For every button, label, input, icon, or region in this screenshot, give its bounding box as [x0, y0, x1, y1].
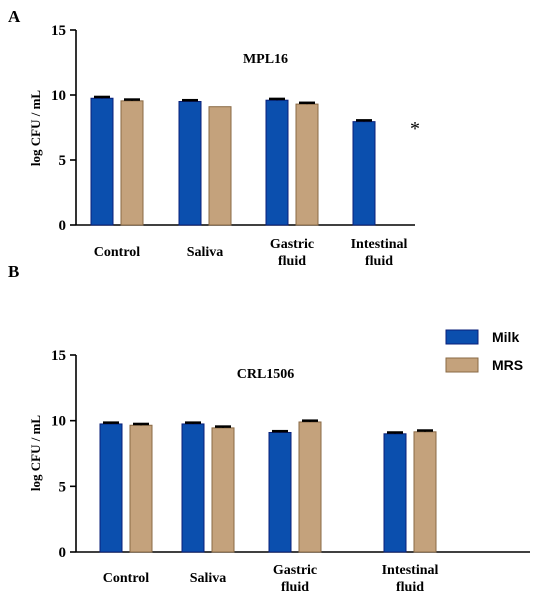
legend-swatch	[445, 329, 479, 345]
x-tick-label-line: Intestinal	[351, 237, 408, 252]
bar-mrs-0	[120, 100, 144, 226]
chart-panel-a: A MPL16 log CFU / mL 0 5 10 15 Control Saliva Gas…	[8, 7, 420, 269]
y-axis-label: log CFU / mL	[28, 415, 43, 492]
x-tick-label: Saliva	[187, 245, 224, 260]
bar-mrs-2	[295, 103, 319, 226]
x-tick-label: Gastric fluid	[270, 237, 314, 269]
legend-label: Milk	[492, 329, 519, 345]
bar-mrs-1	[208, 106, 232, 226]
x-tick-label: Intestinal fluid	[351, 237, 408, 269]
bar-mrs-2	[298, 421, 322, 553]
x-tick-label-line: Gastric	[273, 563, 317, 578]
x-tick-label-line: fluid	[365, 254, 393, 269]
significance-marker: *	[410, 118, 420, 140]
y-tick-label: 10	[51, 88, 66, 104]
bar-milk-2	[268, 431, 292, 553]
bar-milk-0	[99, 423, 123, 553]
x-tick-label: Saliva	[190, 571, 227, 586]
bar-milk-2	[265, 99, 289, 226]
x-tick-label-line: Saliva	[190, 571, 227, 586]
bar-milk-3	[352, 121, 376, 226]
y-axis-label: log CFU / mL	[28, 90, 43, 167]
x-tick-label-line: fluid	[278, 254, 306, 269]
bar-milk-3	[383, 433, 407, 553]
x-tick-label-line: Saliva	[187, 245, 224, 260]
legend: Milk MRS	[445, 329, 523, 373]
y-tick-label: 15	[51, 23, 66, 39]
y-tick-label: 5	[59, 479, 67, 495]
x-tick-label-line: fluid	[281, 580, 309, 595]
x-tick-label-line: Gastric	[270, 237, 314, 252]
legend-item-milk: Milk	[445, 329, 519, 345]
bar-mrs-1	[211, 427, 235, 553]
y-tick-label: 10	[51, 414, 66, 430]
y-tick-label: 0	[59, 545, 67, 561]
x-tick-label: Control	[103, 571, 150, 586]
bar-milk-0	[90, 97, 114, 226]
y-tick-label: 15	[51, 348, 66, 364]
legend-swatch	[445, 357, 479, 373]
bar-milk-1	[178, 101, 202, 226]
x-tick-label-line: Intestinal	[382, 563, 439, 578]
x-tick-label: Intestinal fluid	[382, 563, 439, 595]
x-tick-label: Gastric fluid	[273, 563, 317, 595]
x-tick-label-line: Control	[94, 245, 141, 260]
chart-panel-b: B CRL1506 log CFU / mL 0 5 10 15 Control Saliva G…	[8, 262, 530, 595]
chart-title: CRL1506	[237, 367, 295, 382]
panel-label: A	[8, 7, 21, 26]
x-tick-label: Control	[94, 245, 141, 260]
bar-mrs-0	[129, 424, 153, 553]
x-tick-label-line: Control	[103, 571, 150, 586]
chart-title: MPL16	[243, 52, 288, 67]
bar-mrs-3	[413, 431, 437, 553]
legend-label: MRS	[492, 357, 523, 373]
legend-item-mrs: MRS	[445, 357, 523, 373]
bar-milk-1	[181, 423, 205, 553]
x-tick-label-line: fluid	[396, 580, 424, 595]
y-tick-label: 5	[59, 153, 67, 169]
y-tick-label: 0	[59, 218, 67, 234]
panel-label: B	[8, 262, 19, 281]
